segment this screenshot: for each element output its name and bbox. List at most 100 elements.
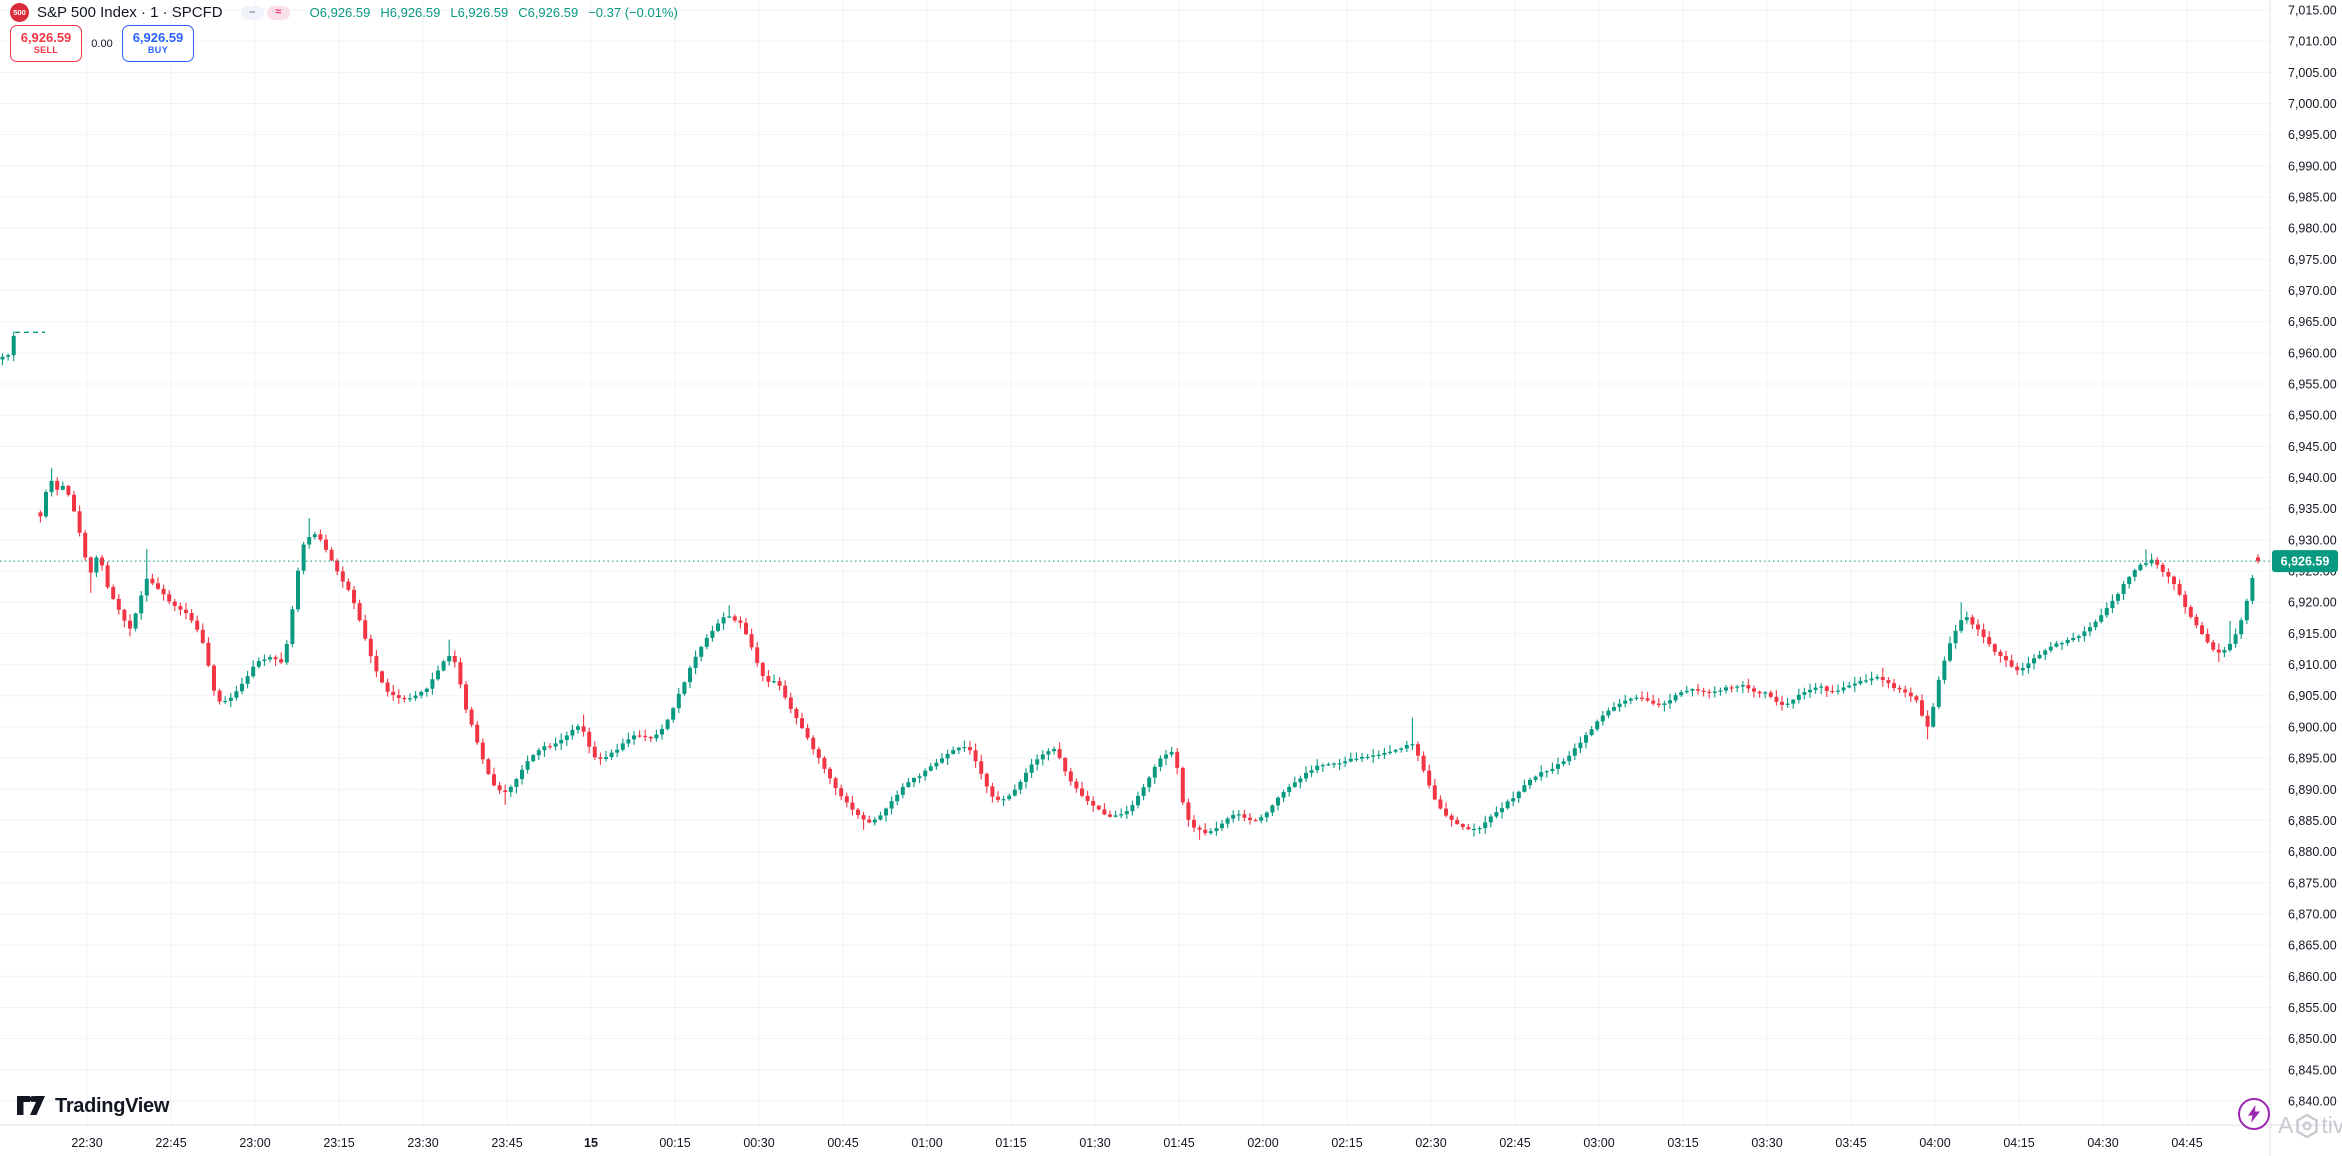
nut-icon [2296,1113,2319,1138]
candle-body [1052,749,1056,752]
candle-body [716,623,720,631]
candle-body [1119,814,1124,816]
candle-body [290,609,295,645]
candle-body [2160,564,2165,572]
candle-body [1852,683,1857,686]
candle-body [990,786,995,797]
candle-body [1063,757,1068,772]
symbol-title[interactable]: S&P 500 Index · 1 · SPCFD [37,4,223,21]
candle-body [1589,729,1594,736]
candle-body [1802,692,1807,695]
price-axis-label: 7,005.00 [2288,66,2337,80]
candle-body [1903,689,1908,693]
candle-body [889,801,894,809]
sell-button[interactable]: 6,926.59 SELL [10,25,82,62]
candle-body [2043,650,2048,655]
candle-body [1819,686,1824,688]
candle-body [1287,786,1292,793]
candle-body [6,355,11,357]
candle-body [1007,795,1012,800]
candle-body [1348,758,1353,762]
candle-body [828,768,832,779]
candle-body [895,794,900,802]
candle-body [111,587,116,599]
candle-body [1376,754,1381,756]
candle-body [464,684,468,710]
candle-body [1208,831,1213,834]
candle-body [1220,823,1224,829]
candle-body [1225,818,1230,824]
candle-body [587,731,592,747]
sp500-logo-icon[interactable]: 500 [10,3,29,22]
candle-body [1035,759,1040,765]
buy-button[interactable]: 6,926.59 BUY [122,25,194,62]
candle-body [833,778,838,789]
candle-body [480,742,485,760]
candle-body [682,682,687,694]
candle-body [1858,680,1863,684]
candle-body [811,737,816,750]
candle-body [206,642,211,666]
candle-body [1998,651,2003,656]
candle-body [161,588,166,595]
candle-body [620,743,625,750]
candle-body [307,537,312,545]
candle-body [1029,764,1034,773]
candle-body [1186,802,1191,820]
candle-body [2200,625,2204,634]
candle-body [1516,791,1521,799]
candle-body [396,695,401,698]
candle-body [217,690,222,702]
candle-body [357,603,362,621]
candle-body [1236,814,1241,816]
spread-value: 0.00 [91,37,113,50]
synthetic-pricing-icon[interactable]: ≈ [266,5,290,20]
symbol-legend: 500 S&P 500 Index · 1 · SPCFD – ≈ O6,926… [10,3,678,22]
candle-body [312,534,317,538]
candle-body [2071,637,2076,641]
candle-body [324,539,328,550]
time-axis-label: 03:45 [1835,1136,1866,1150]
candle-body [688,667,692,683]
candle-body [710,630,715,638]
candle-body [1976,624,1980,630]
candle-body [1522,785,1527,792]
candle-body [1718,690,1723,692]
candle-body [548,746,552,748]
tradingview-logo[interactable]: TradingView [16,1093,169,1119]
price-axis-label: 6,950.00 [2288,409,2337,423]
candle-body [525,761,530,770]
candle-body [178,606,183,610]
candle-body [1567,755,1572,762]
candle-body [1427,770,1432,786]
candle-body [2004,655,2008,661]
price-axis-label: 6,930.00 [2288,533,2337,547]
candle-body [44,492,48,517]
candle-body [1298,778,1303,783]
price-axis-label: 7,000.00 [2288,97,2337,111]
candle-body [458,662,463,685]
candle-body [363,620,368,639]
candle-body [1259,817,1264,821]
time-axis-label: 00:15 [659,1136,690,1150]
candle-body [598,757,603,759]
candle-body [408,698,412,700]
price-axis-label: 6,860.00 [2288,970,2337,984]
price-axis-label: 6,995.00 [2288,128,2337,142]
candle-body [212,665,216,691]
candle-body [335,560,340,572]
last-price-tag[interactable] [2272,550,2338,573]
candle-body [144,578,149,596]
candle-body [923,770,928,777]
candle-body [508,786,513,793]
time-axis-label: 04:30 [2087,1136,2118,1150]
price-axis-label: 6,865.00 [2288,939,2337,953]
candle-body [228,697,233,701]
candle-body [1276,797,1280,806]
price-axis-label: 6,955.00 [2288,378,2337,392]
candle-body [956,747,961,751]
market-closed-icon[interactable]: – [240,5,264,20]
candle-body [1388,751,1392,753]
lightning-bolt-button[interactable] [2238,1098,2270,1130]
